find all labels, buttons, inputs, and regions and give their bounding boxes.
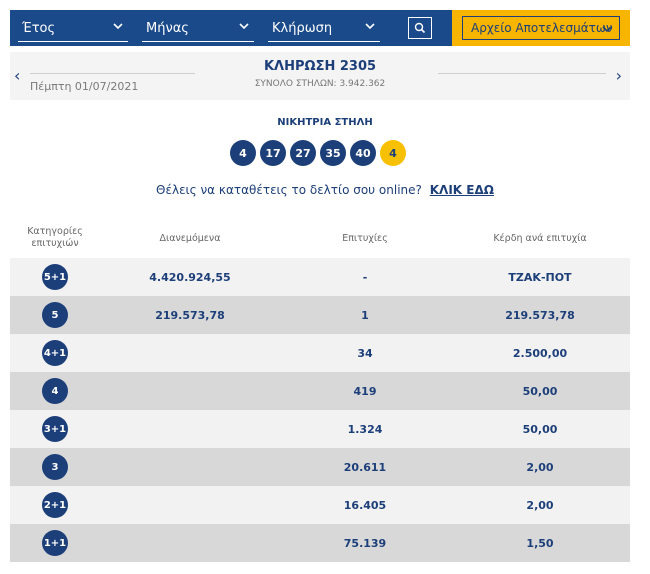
category-badge: 5 <box>42 302 68 328</box>
chevron-down-icon <box>365 23 375 30</box>
winning-ball: 35 <box>320 140 346 166</box>
category-badge: 4 <box>42 378 68 404</box>
winning-ball: 17 <box>260 140 286 166</box>
header-winners: Επιτυχίες <box>342 232 388 244</box>
header-category: Κατηγορίες επιτυχιών <box>27 226 83 249</box>
winners-cell: - <box>362 270 368 284</box>
prize-cell: ΤΖΑΚ-ΠΟΤ <box>508 270 572 284</box>
year-select-label: Έτος <box>22 20 56 36</box>
prize-cell: 2,00 <box>526 460 554 474</box>
category-badge: 2+1 <box>42 492 68 518</box>
winning-ball: 40 <box>350 140 376 166</box>
month-select-label: Μήνας <box>146 20 189 36</box>
prize-cell: 2,00 <box>526 498 554 512</box>
draw-title: ΚΛΗΡΩΣΗ 2305 <box>263 59 377 74</box>
winners-cell: 1 <box>361 308 369 322</box>
chevron-down-icon <box>113 23 123 30</box>
winning-label: ΝΙΚΗΤΡΙΑ ΣΤΗΛΗ <box>277 117 373 128</box>
table-row: 3+1 1.324 50,00 <box>10 410 630 448</box>
header-distributed: Διανεμόμενα <box>159 232 221 244</box>
prize-cell: 2.500,00 <box>512 346 568 360</box>
winning-numbers: 4 17 27 35 40 4 <box>230 140 410 166</box>
category-badge: 5+1 <box>42 264 68 290</box>
chevron-right-icon[interactable]: › <box>615 66 622 85</box>
online-cta: Θέλεις να καταθέτεις το δελτίο σου onlin… <box>0 183 650 197</box>
winners-cell: 1.324 <box>347 422 383 436</box>
prize-cell: 219.573,78 <box>505 308 575 322</box>
archive-dropdown[interactable]: Αρχείο Αποτελεσμάτων <box>462 16 620 40</box>
winners-cell: 20.611 <box>343 460 387 474</box>
distributed-cell: 4.420.924,55 <box>149 270 231 284</box>
category-badge: 4+1 <box>42 340 68 366</box>
winners-cell: 75.139 <box>343 536 387 550</box>
category-badge: 1+1 <box>42 530 68 556</box>
winners-cell: 419 <box>353 384 377 398</box>
category-badge: 3 <box>42 454 68 480</box>
table-row: 4 419 50,00 <box>10 372 630 410</box>
chevron-down-icon <box>602 26 612 33</box>
cta-text: Θέλεις να καταθέτεις το δελτίο σου onlin… <box>156 183 422 197</box>
prize-cell: 50,00 <box>522 422 558 436</box>
table-row: 1+1 75.139 1,50 <box>10 524 630 562</box>
search-button[interactable] <box>408 17 432 39</box>
draw-select[interactable]: Κλήρωση <box>260 10 386 46</box>
archive-button[interactable]: Αρχείο Αποτελεσμάτων <box>452 10 630 46</box>
chevron-down-icon <box>239 23 249 30</box>
table-row: 4+1 34 2.500,00 <box>10 334 630 372</box>
search-icon <box>414 22 426 34</box>
table-row: 5+1 4.420.924,55 - ΤΖΑΚ-ΠΟΤ <box>10 258 630 296</box>
joker-ball: 4 <box>380 140 406 166</box>
archive-label: Αρχείο Αποτελεσμάτων <box>471 21 613 35</box>
winning-ball: 27 <box>290 140 316 166</box>
draw-header: ‹ Πέμπτη 01/07/2021 ΚΛΗΡΩΣΗ 2305 ΣΥΝΟΛΟ … <box>10 52 630 100</box>
prize-cell: 50,00 <box>522 384 558 398</box>
header-prize: Κέρδη ανά επιτυχία <box>493 232 587 244</box>
table-header: Κατηγορίες επιτυχιών Διανεμόμενα Επιτυχί… <box>10 218 630 258</box>
winning-ball: 4 <box>230 140 256 166</box>
category-badge: 3+1 <box>42 416 68 442</box>
cta-link[interactable]: ΚΛΙΚ ΕΔΩ <box>429 183 494 197</box>
filter-bar: Έτος Μήνας Κλήρωση Αρχείο Αποτελεσμάτων <box>10 10 630 46</box>
month-select[interactable]: Μήνας <box>134 10 260 46</box>
draw-date: Πέμπτη 01/07/2021 <box>30 80 139 93</box>
table-row: 3 20.611 2,00 <box>10 448 630 486</box>
winners-cell: 34 <box>357 346 373 360</box>
prize-cell: 1,50 <box>526 536 554 550</box>
draw-select-label: Κλήρωση <box>272 20 333 36</box>
distributed-cell: 219.573,78 <box>155 308 225 322</box>
table-row: 2+1 16.405 2,00 <box>10 486 630 524</box>
columns-total: ΣΥΝΟΛΟ ΣΤΗΛΩΝ: 3.942.362 <box>254 79 386 89</box>
year-select[interactable]: Έτος <box>10 10 134 46</box>
results-table: Κατηγορίες επιτυχιών Διανεμόμενα Επιτυχί… <box>10 218 630 562</box>
winners-cell: 16.405 <box>343 498 387 512</box>
table-row: 5 219.573,78 1 219.573,78 <box>10 296 630 334</box>
chevron-left-icon[interactable]: ‹ <box>14 66 21 85</box>
